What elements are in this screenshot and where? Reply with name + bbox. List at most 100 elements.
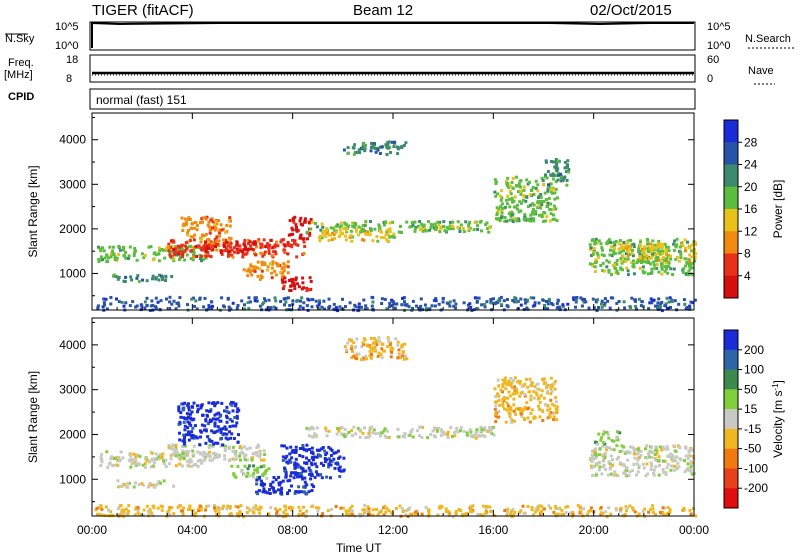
data-cell <box>556 196 559 200</box>
data-cell <box>625 509 628 513</box>
data-cell <box>118 248 122 252</box>
data-cell <box>329 463 333 467</box>
data-cell <box>549 392 553 396</box>
data-cell <box>188 244 192 248</box>
data-cell <box>256 476 259 479</box>
data-cell <box>459 509 463 512</box>
data-cell <box>555 418 559 422</box>
data-cell <box>308 276 312 280</box>
data-cell <box>196 464 200 468</box>
data-cell <box>188 217 192 221</box>
data-cell <box>469 434 473 438</box>
colorbar-tick-label: -200 <box>744 481 768 495</box>
data-cell <box>200 254 204 258</box>
data-cell <box>186 303 189 307</box>
data-cell <box>309 461 313 465</box>
data-cell <box>284 475 288 479</box>
data-cell <box>239 504 243 508</box>
data-cell <box>131 458 135 462</box>
data-cell <box>411 307 415 310</box>
data-cell <box>516 190 520 193</box>
x-tick-label: 00:00 <box>77 523 107 537</box>
data-cell <box>633 448 637 452</box>
data-cell <box>525 178 529 182</box>
data-cell <box>100 453 104 457</box>
data-cell <box>650 270 654 274</box>
data-cell <box>616 438 620 442</box>
data-cell <box>442 220 446 224</box>
data-cell <box>289 445 293 449</box>
data-cell <box>215 236 219 240</box>
data-cell <box>301 276 305 280</box>
data-cell <box>352 354 356 358</box>
data-cell <box>256 274 260 278</box>
data-cell <box>105 450 109 454</box>
data-cell <box>206 251 210 254</box>
data-cell <box>385 507 389 511</box>
data-cell <box>255 451 258 454</box>
data-cell <box>418 307 422 311</box>
data-cell <box>358 151 362 155</box>
data-cell <box>673 459 677 463</box>
data-cell <box>549 202 553 206</box>
data-cell <box>225 223 229 227</box>
colorbar-label: Power [dB] <box>771 180 785 239</box>
data-cell <box>166 510 170 514</box>
data-cell <box>310 483 314 487</box>
data-cell <box>359 226 363 230</box>
data-cell <box>177 304 181 308</box>
data-cell <box>191 512 195 516</box>
data-cell <box>660 258 664 262</box>
data-cell <box>595 251 599 255</box>
data-cell <box>216 425 220 429</box>
data-cell <box>549 182 553 186</box>
data-cell <box>555 164 558 168</box>
data-cell <box>246 301 250 305</box>
data-cell <box>312 458 315 462</box>
data-cell <box>401 510 405 513</box>
data-cell <box>317 506 321 510</box>
data-cell <box>673 299 677 303</box>
data-cell <box>682 508 686 512</box>
data-cell <box>391 140 394 144</box>
data-cell <box>131 300 135 304</box>
data-cell <box>301 281 305 285</box>
data-cell <box>332 302 336 306</box>
data-cell <box>328 457 331 461</box>
data-cell <box>669 306 672 309</box>
data-cell <box>262 301 266 305</box>
data-cell <box>286 265 290 269</box>
data-cell <box>525 306 529 310</box>
data-cell <box>663 506 667 510</box>
data-cell <box>506 194 510 198</box>
data-cell <box>222 432 226 436</box>
data-region <box>317 227 396 243</box>
data-cell <box>504 376 508 380</box>
data-cell <box>540 176 544 180</box>
data-cell <box>664 473 668 476</box>
data-cell <box>117 275 121 279</box>
data-cell <box>499 198 503 202</box>
data-cell <box>591 253 595 257</box>
data-cell <box>509 406 513 409</box>
data-cell <box>523 382 527 386</box>
data-cell <box>610 245 614 249</box>
data-cell <box>295 462 299 466</box>
data-cell <box>534 391 538 395</box>
data-cell <box>293 466 297 470</box>
data-cell <box>385 238 389 242</box>
data-cell <box>217 511 221 515</box>
data-cell <box>519 391 523 395</box>
data-cell <box>499 204 503 208</box>
data-cell <box>630 243 634 247</box>
data-cell <box>607 460 611 464</box>
data-cell <box>523 393 527 396</box>
data-cell <box>217 428 221 432</box>
colorbar-tick-label: 100 <box>744 363 764 377</box>
data-cell <box>109 255 113 259</box>
data-cell <box>589 246 593 250</box>
data-cell <box>650 463 654 467</box>
data-cell <box>541 409 545 413</box>
data-cell <box>383 297 387 301</box>
data-cell <box>240 299 244 303</box>
